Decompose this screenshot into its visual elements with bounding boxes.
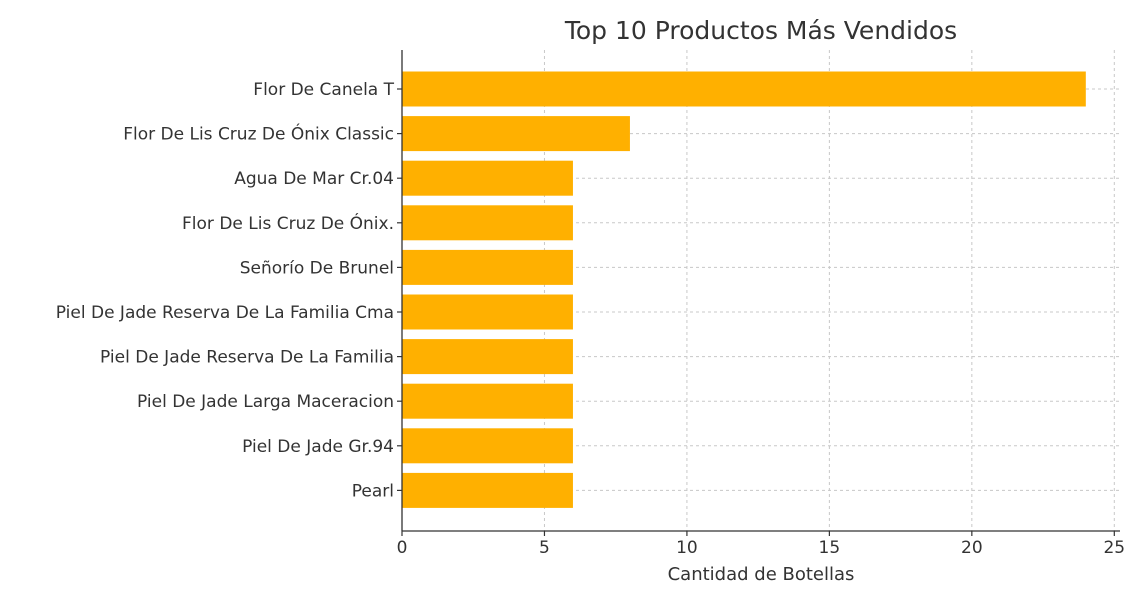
y-tick-label: Agua De Mar Cr.04 xyxy=(234,169,394,189)
chart-title: Top 10 Productos Más Vendidos xyxy=(564,16,957,45)
bar xyxy=(402,249,573,285)
y-tick-label: Pearl xyxy=(352,481,394,501)
x-tick-label: 10 xyxy=(676,538,698,558)
bar xyxy=(402,205,573,241)
y-tick-label: Señorío De Brunel xyxy=(240,258,394,278)
y-tick-label: Piel De Jade Reserva De La Familia xyxy=(100,348,394,368)
bar xyxy=(402,383,573,419)
bar xyxy=(402,71,1086,107)
y-tick-label: Flor De Canela T xyxy=(253,80,394,100)
x-tick-label: 0 xyxy=(397,538,408,558)
x-tick-label: 5 xyxy=(539,538,550,558)
y-tick-labels: Flor De Canela T Flor De Lis Cruz De Ónix… xyxy=(56,80,395,501)
bar xyxy=(402,160,573,196)
x-tick-label: 20 xyxy=(961,538,983,558)
x-tick-label: 25 xyxy=(1103,538,1125,558)
bar xyxy=(402,472,573,508)
y-tick-label: Flor De Lis Cruz De Ónix. xyxy=(182,212,394,234)
axes xyxy=(397,50,1120,536)
x-tick-label: 15 xyxy=(819,538,841,558)
y-tick-label: Piel De Jade Gr.94 xyxy=(242,437,394,457)
y-tick-label: Piel De Jade Reserva De La Familia Cma xyxy=(56,303,394,323)
bar xyxy=(402,294,573,330)
bar xyxy=(402,339,573,375)
y-tick-label: Piel De Jade Larga Maceracion xyxy=(137,392,394,412)
x-tick-labels: 0 5 10 15 20 25 xyxy=(397,538,1126,558)
bar xyxy=(402,116,630,152)
y-tick-label: Flor De Lis Cruz De Ónix Classic xyxy=(123,123,394,145)
bar xyxy=(402,428,573,464)
x-axis-label: Cantidad de Botellas xyxy=(668,564,855,585)
bars xyxy=(402,71,1086,508)
